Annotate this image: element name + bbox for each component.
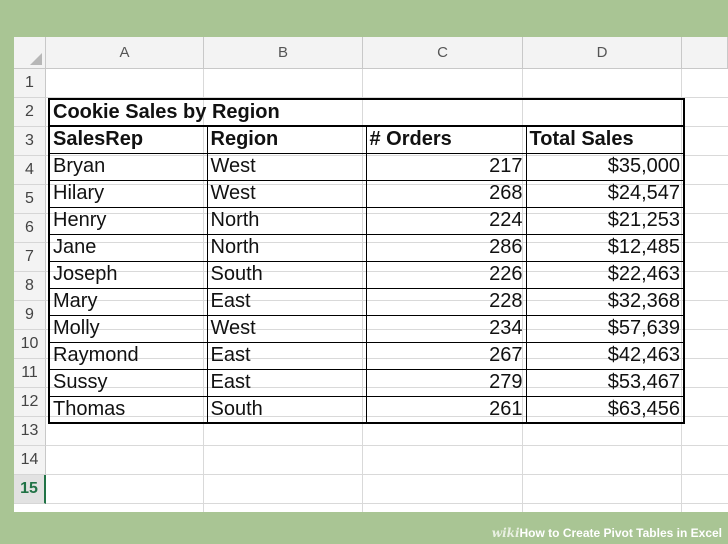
row-header[interactable]: 12 [14, 388, 46, 417]
select-all-corner[interactable] [14, 37, 46, 69]
row-header[interactable]: 6 [14, 214, 46, 243]
cell-region[interactable]: West [206, 152, 367, 181]
cell-region[interactable]: East [206, 368, 367, 397]
table-row: Jane North 286 $12,485 [48, 233, 685, 262]
table-row: Henry North 224 $21,253 [48, 206, 685, 235]
gridline [46, 97, 728, 98]
cell-orders[interactable]: 228 [365, 287, 527, 316]
gridline [46, 445, 728, 446]
watermark-brand: wiki [491, 526, 520, 540]
header-cell-orders[interactable]: # Orders [365, 125, 527, 154]
cell-salesrep[interactable]: Mary [48, 287, 208, 316]
cell-region[interactable]: West [206, 314, 367, 343]
row-header[interactable]: 14 [14, 446, 46, 475]
cell-total-sales[interactable]: $24,547 [525, 179, 685, 208]
cell-region[interactable]: East [206, 341, 367, 370]
row-header[interactable]: 4 [14, 156, 46, 185]
wikihow-watermark: wikiHow to Create Pivot Tables in Excel [492, 526, 722, 540]
gridline [46, 474, 728, 475]
cell-salesrep[interactable]: Bryan [48, 152, 208, 181]
row-header[interactable]: 10 [14, 330, 46, 359]
header-cell-total-sales[interactable]: Total Sales [525, 125, 685, 154]
row-header[interactable]: 3 [14, 127, 46, 156]
cell-salesrep[interactable]: Raymond [48, 341, 208, 370]
cell-salesrep[interactable]: Thomas [48, 395, 208, 424]
cell-salesrep[interactable]: Hilary [48, 179, 208, 208]
cell-orders[interactable]: 286 [365, 233, 527, 262]
cell-orders[interactable]: 224 [365, 206, 527, 235]
column-header[interactable]: C [363, 37, 523, 69]
row-header[interactable]: 2 [14, 98, 46, 127]
cell-orders[interactable]: 279 [365, 368, 527, 397]
cell-orders[interactable]: 234 [365, 314, 527, 343]
cell-region[interactable]: South [206, 260, 367, 289]
row-header[interactable]: 11 [14, 359, 46, 388]
cell-region[interactable]: East [206, 287, 367, 316]
cell-total-sales[interactable]: $22,463 [525, 260, 685, 289]
row-header[interactable]: 9 [14, 301, 46, 330]
table-row: Joseph South 226 $22,463 [48, 260, 685, 289]
cell-orders[interactable]: 261 [365, 395, 527, 424]
cell-orders[interactable]: 217 [365, 152, 527, 181]
row-header[interactable]: 15 [14, 475, 46, 504]
cell-salesrep[interactable]: Sussy [48, 368, 208, 397]
sales-table: Cookie Sales by Region SalesRep Region #… [48, 98, 685, 424]
table-row: Thomas South 261 $63,456 [48, 395, 685, 424]
cell-region[interactable]: South [206, 395, 367, 424]
cell-region[interactable]: West [206, 179, 367, 208]
cell-region[interactable]: North [206, 206, 367, 235]
header-cell-salesrep[interactable]: SalesRep [48, 125, 208, 154]
table-header-row: SalesRep Region # Orders Total Sales [48, 125, 685, 154]
cell-total-sales[interactable]: $53,467 [525, 368, 685, 397]
cell-orders[interactable]: 268 [365, 179, 527, 208]
table-title[interactable]: Cookie Sales by Region [49, 98, 685, 127]
cell-salesrep[interactable]: Jane [48, 233, 208, 262]
column-header[interactable]: D [523, 37, 682, 69]
column-header[interactable]: B [204, 37, 363, 69]
gridline [46, 503, 728, 504]
cell-total-sales[interactable]: $32,368 [525, 287, 685, 316]
cell-region[interactable]: North [206, 233, 367, 262]
cell-orders[interactable]: 226 [365, 260, 527, 289]
row-header[interactable]: 7 [14, 243, 46, 272]
row-header[interactable]: 8 [14, 272, 46, 301]
cell-total-sales[interactable]: $57,639 [525, 314, 685, 343]
table-row: Raymond East 267 $42,463 [48, 341, 685, 370]
row-header[interactable]: 5 [14, 185, 46, 214]
table-row: Mary East 228 $32,368 [48, 287, 685, 316]
cell-total-sales[interactable]: $63,456 [525, 395, 685, 424]
column-header-filler [682, 37, 728, 69]
cell-salesrep[interactable]: Henry [48, 206, 208, 235]
table-title-row: Cookie Sales by Region [49, 98, 685, 127]
select-all-triangle-icon [30, 53, 42, 65]
row-header[interactable]: 13 [14, 417, 46, 446]
cell-total-sales[interactable]: $12,485 [525, 233, 685, 262]
cell-total-sales[interactable]: $42,463 [525, 341, 685, 370]
table-row: Molly West 234 $57,639 [48, 314, 685, 343]
cell-total-sales[interactable]: $21,253 [525, 206, 685, 235]
table-row: Bryan West 217 $35,000 [48, 152, 685, 181]
column-header[interactable]: A [46, 37, 204, 69]
header-cell-region[interactable]: Region [206, 125, 367, 154]
cell-salesrep[interactable]: Molly [48, 314, 208, 343]
row-header[interactable]: 1 [14, 69, 46, 98]
cell-orders[interactable]: 267 [365, 341, 527, 370]
cell-salesrep[interactable]: Joseph [48, 260, 208, 289]
table-row: Sussy East 279 $53,467 [48, 368, 685, 397]
watermark-text: How to Create Pivot Tables in Excel [519, 526, 723, 540]
cell-total-sales[interactable]: $35,000 [525, 152, 685, 181]
table-row: Hilary West 268 $24,547 [48, 179, 685, 208]
